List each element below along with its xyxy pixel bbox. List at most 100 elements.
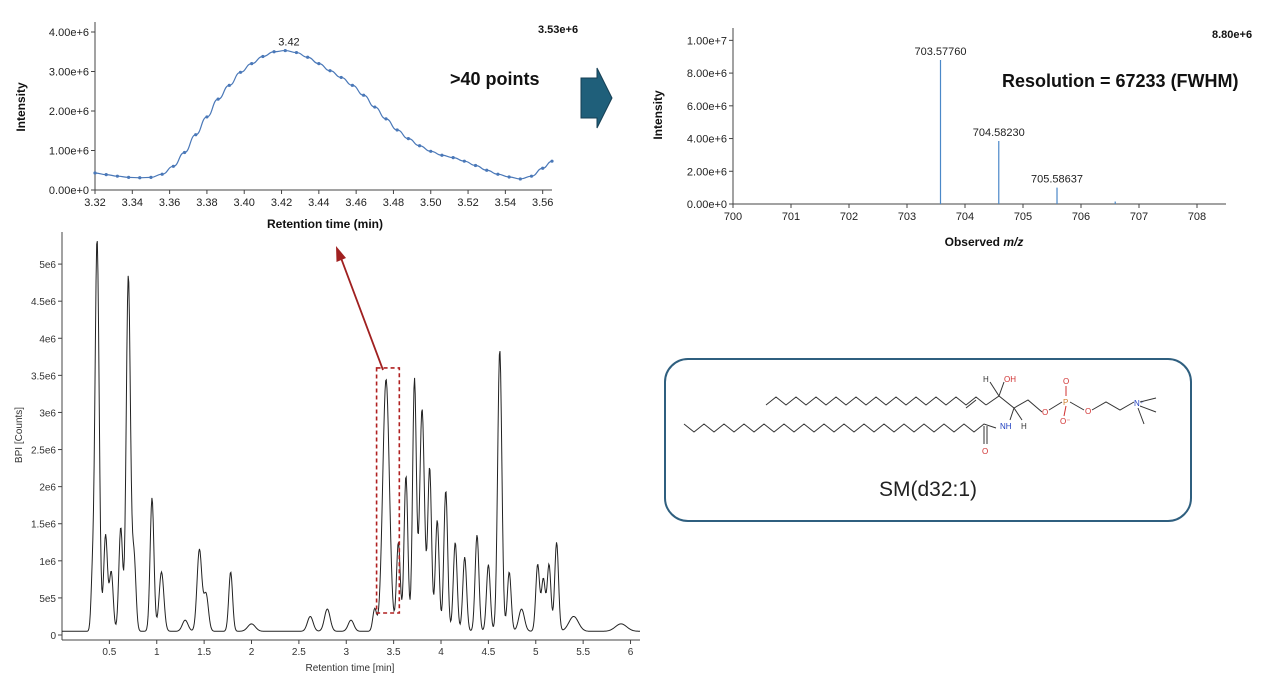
xic-point: [149, 175, 153, 179]
sphingoid-chain: [765, 396, 987, 406]
xic-point: [227, 83, 231, 87]
xic-point: [306, 55, 310, 59]
xic-x-tick-label: 3.38: [196, 197, 217, 209]
ms-peaks: 703.57760 704.58230 705.58637: [915, 46, 1116, 204]
ms-x-tick-label: 705: [1014, 211, 1032, 223]
ms-peak-label: 704.58230: [973, 127, 1025, 139]
nh-label: NH: [1000, 422, 1012, 431]
bpi-y-tick-label: 3.5e6: [31, 371, 56, 382]
xic-x-tick-label: 3.56: [532, 197, 553, 209]
h-bond-bottom: [1013, 407, 1023, 421]
bpi-y-tick-label: 0: [50, 631, 56, 642]
xic-point: [395, 128, 399, 132]
xic-x-title: Retention time (min): [267, 217, 383, 231]
structure-name: SM(d32:1): [878, 478, 978, 501]
ms-y-title: Intensity: [651, 90, 665, 140]
xic-point: [160, 172, 164, 176]
xic-point: [126, 175, 131, 179]
ms-y-tick-label: 8.00e+6: [687, 68, 727, 80]
xic-point: [216, 97, 220, 101]
bpi-series-line: [62, 241, 641, 632]
bpi-x-tick-label: 5: [533, 647, 539, 658]
xic-point: [406, 137, 410, 141]
bpi-x-tick-label: 4.5: [481, 647, 495, 658]
xic-point: [429, 149, 433, 153]
h-label-bottom: H: [1021, 422, 1027, 431]
o-label-3: O: [1085, 407, 1091, 416]
big-arrow-icon: [580, 67, 613, 129]
ms-x-ticks: 700 701 702 703 704 705 706 707 708: [724, 204, 1206, 223]
bpi-x-tick-label: 0.5: [102, 647, 116, 658]
xic-point: [541, 166, 545, 170]
xic-x-ticks: 3.32 3.34 3.36 3.38 3.40 3.42 3.44 3.46 3.48 3.50…: [84, 190, 553, 209]
p-o-minus-bond: [1063, 405, 1067, 417]
bpi-y-tick-label: 4.5e6: [31, 297, 56, 308]
h-label-top: H: [983, 375, 989, 384]
o-p-bond: [1048, 401, 1063, 411]
xic-point: [194, 133, 198, 137]
ms-x-title-main: Observed: [945, 235, 1004, 249]
xic-point: [440, 153, 444, 157]
xic-points: [93, 48, 554, 181]
bpi-x-tick-label: 6: [628, 647, 634, 658]
ms-max-label: 8.80e+6: [1212, 29, 1252, 41]
ms-x-tick-label: 706: [1072, 211, 1090, 223]
xic-point: [294, 50, 299, 55]
xic-point: [261, 54, 265, 59]
xic-point: [171, 164, 175, 168]
xic-point: [373, 105, 377, 109]
bpi-y-tick-label: 4e6: [39, 334, 56, 345]
xic-point: [417, 144, 422, 148]
xic-chart: 0.00e+0 1.00e+6 2.00e+6 3.00e+6 4.00e+6 3.32…: [14, 22, 578, 231]
xic-point: [205, 115, 209, 119]
bpi-x-tick-label: 5.5: [576, 647, 590, 658]
xic-point: [182, 150, 187, 155]
bpi-highlight-box: [375, 367, 401, 614]
xic-point: [283, 48, 287, 53]
xic-point: [362, 93, 366, 97]
bpi-y-tick-label: 1.5e6: [31, 520, 56, 531]
ms-x-tick-label: 704: [956, 211, 974, 223]
xic-point: [115, 174, 119, 178]
bpi-x-tick-label: 2: [249, 647, 255, 658]
xic-x-tick-label: 3.52: [457, 197, 478, 209]
bpi-y-title: BPI [Counts]: [14, 407, 25, 463]
xic-point: [496, 172, 500, 176]
xic-point: [272, 50, 276, 54]
structure-panel: OH H NH H O P O O⁻ O N⁺ O SM(d32:1): [664, 358, 1192, 522]
bpi-x-tick-label: 1.5: [197, 647, 211, 658]
xic-x-tick-label: 3.48: [383, 197, 404, 209]
bpi-x-tick-label: 3: [343, 647, 349, 658]
n-plus-label: N⁺: [1134, 399, 1144, 408]
xic-point: [462, 159, 466, 163]
xic-x-tick-label: 3.42: [271, 197, 292, 209]
xic-y-title: Intensity: [14, 82, 28, 132]
o-label-2: O: [1063, 377, 1069, 386]
o-minus-label: O⁻: [1060, 417, 1070, 426]
ms-x-title-italic: m/z: [1003, 235, 1023, 249]
structure-drawing: OH H NH H O P O O⁻ O N⁺ O: [683, 375, 1157, 456]
ms-peak-label: 705.58637: [1031, 174, 1083, 186]
ms-y-tick-label: 1.00e+7: [687, 35, 727, 47]
xic-max-label: 3.53e+6: [538, 24, 578, 36]
bpi-y-tick-label: 5e5: [39, 594, 56, 605]
xic-point: [451, 156, 455, 160]
xic-x-tick-label: 3.40: [234, 197, 255, 209]
nh-bond: [1009, 407, 1015, 421]
xic-y-tick-label: 2.00e+6: [49, 106, 89, 118]
acyl-chain: [683, 423, 997, 433]
ms-y-tick-label: 0.00e+0: [687, 199, 727, 211]
oh-label: OH: [1004, 375, 1016, 384]
xic-point: [138, 176, 142, 180]
ms-x-tick-label: 708: [1188, 211, 1206, 223]
xic-point: [485, 168, 489, 172]
xic-y-tick-label: 0.00e+0: [49, 185, 89, 197]
bpi-chart: 05e51e61.5e62e62.5e63e63.5e64e64.5e65e6 …: [14, 232, 641, 674]
bpi-x-tick-label: 2.5: [292, 647, 306, 658]
ms-y-tick-label: 4.00e+6: [687, 134, 727, 146]
bpi-x-tick-label: 1: [154, 647, 160, 658]
bpi-x-tick-label: 3.5: [387, 647, 401, 658]
xic-y-tick-label: 4.00e+6: [49, 27, 89, 39]
bpi-x-tick-label: 4: [438, 647, 444, 658]
xic-x-tick-label: 3.46: [345, 197, 366, 209]
